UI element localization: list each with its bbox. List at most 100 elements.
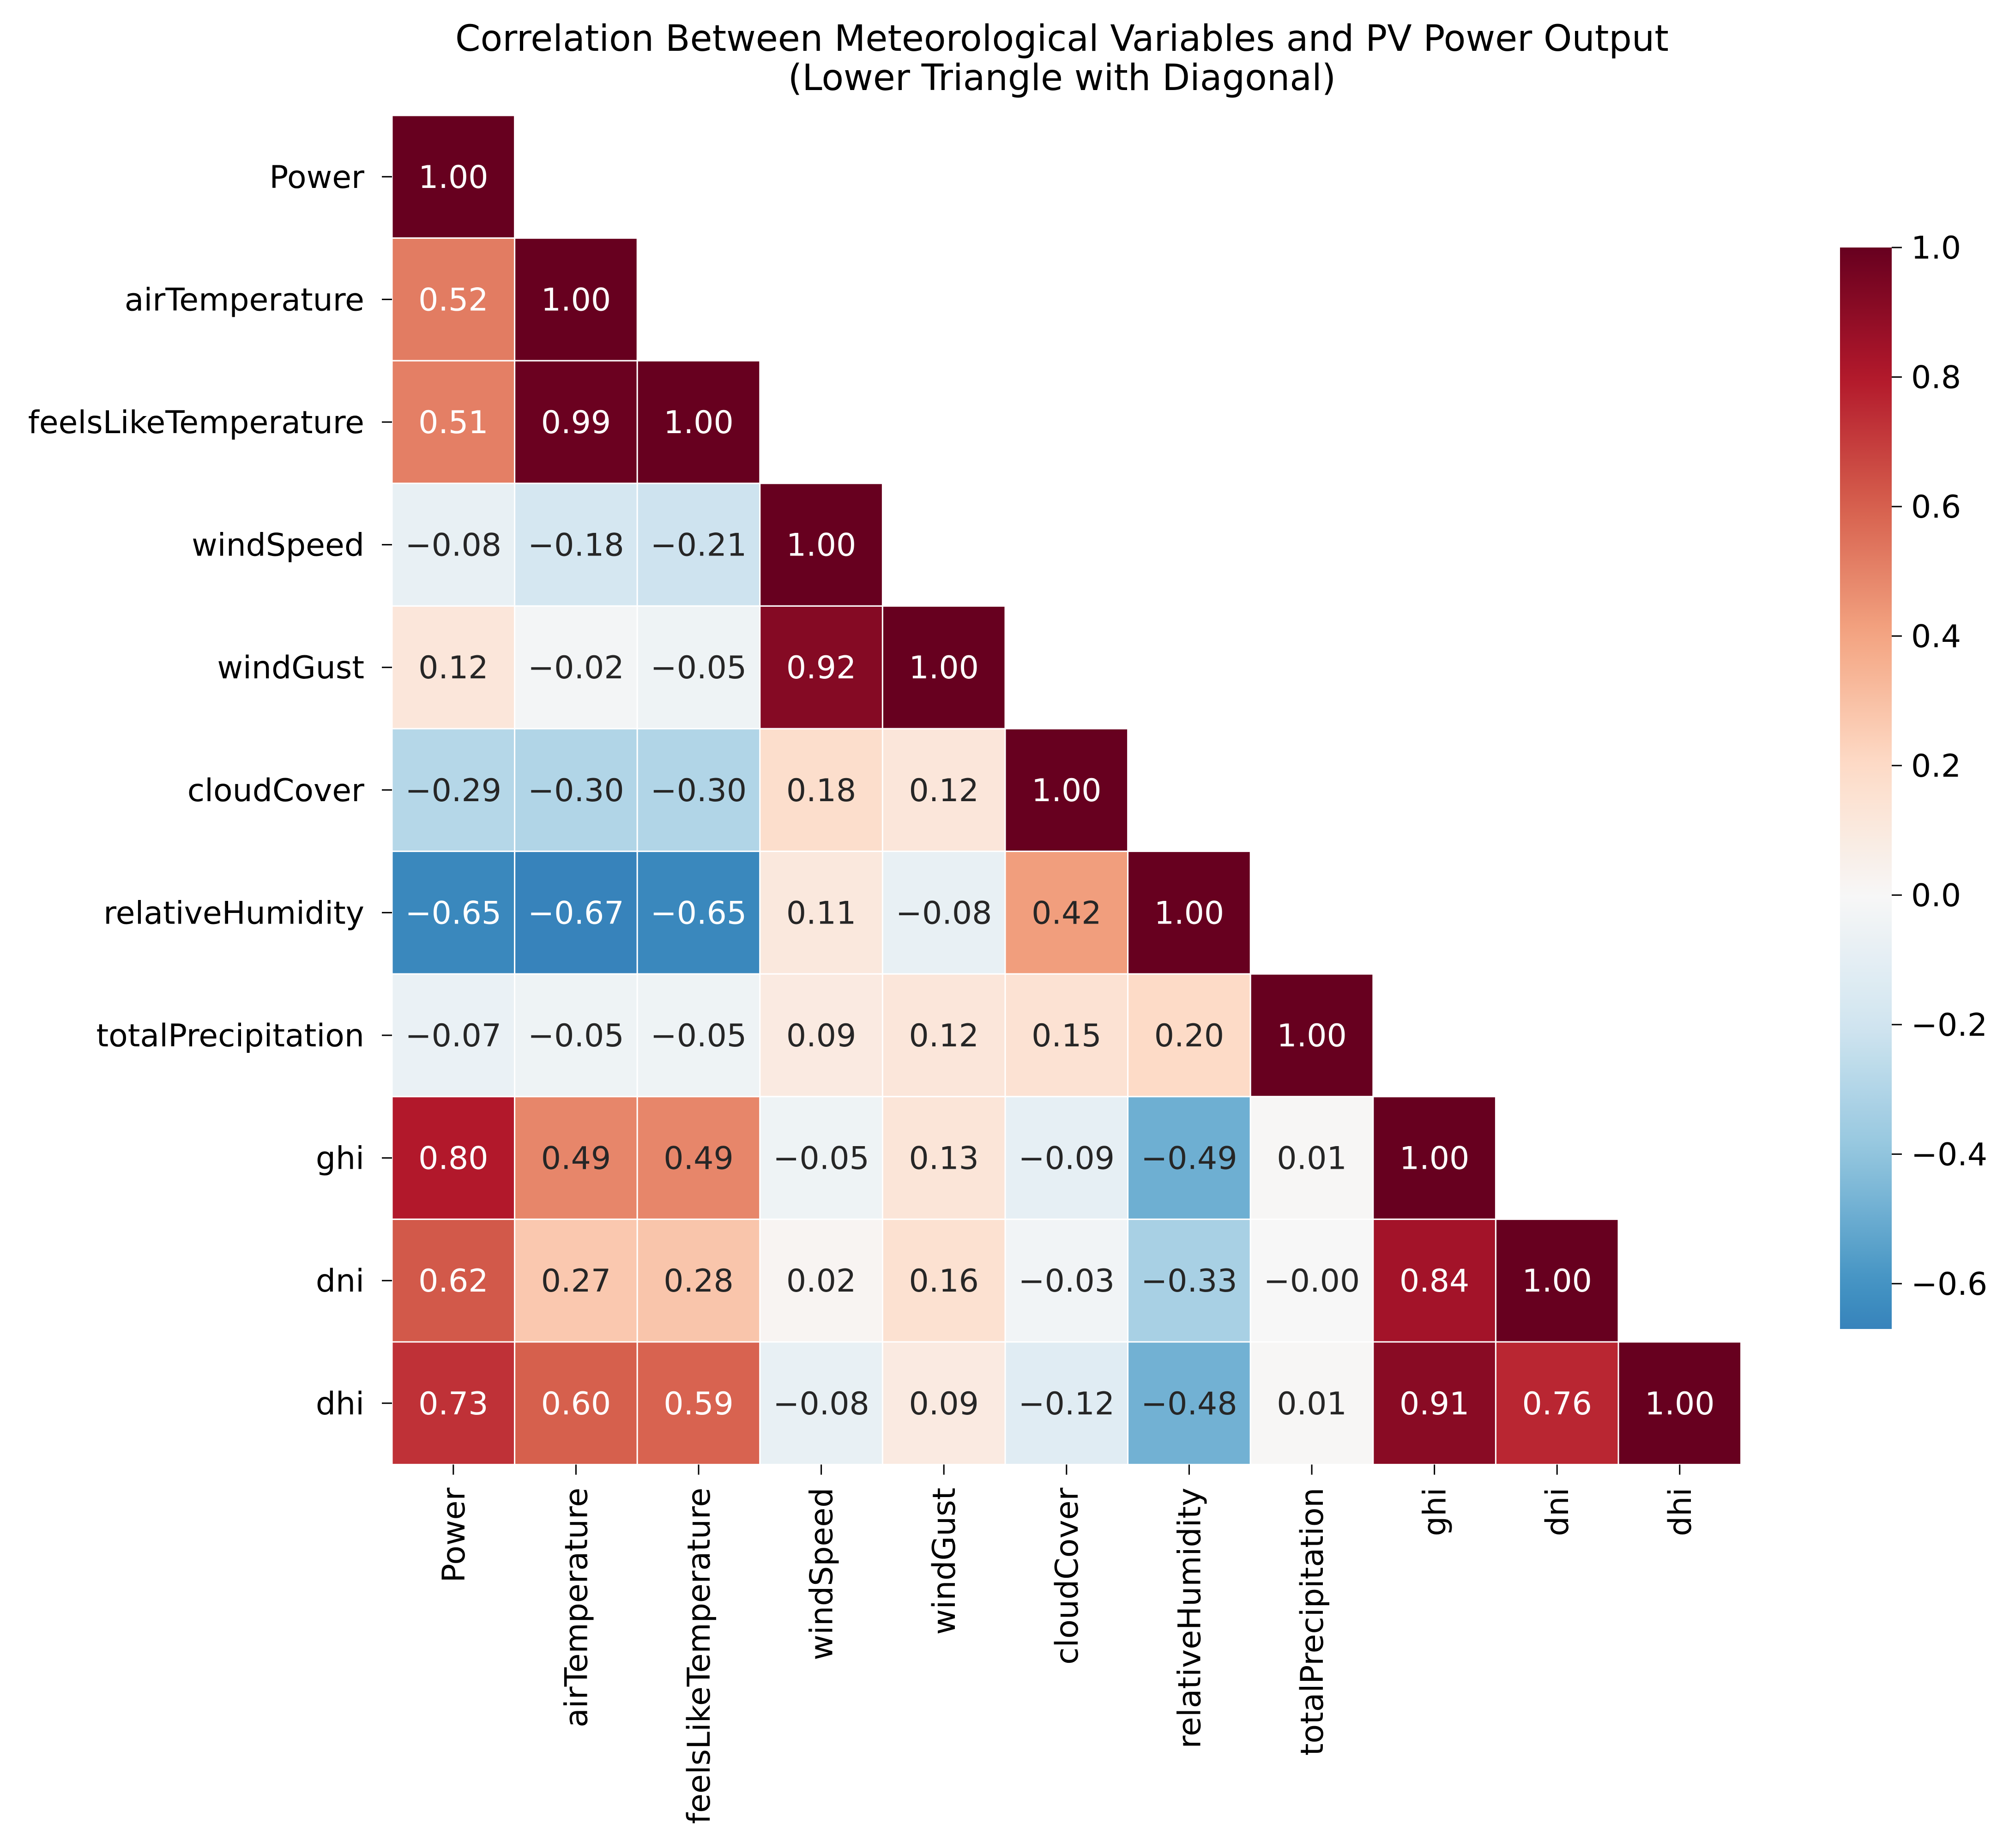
x-tick-label-windGust: windGust bbox=[926, 1488, 963, 1635]
colorbar-tick-label: 0.2 bbox=[1911, 748, 1961, 785]
heatmap-cell-cloudCover-airTemperature bbox=[514, 728, 638, 852]
cell-value-relativeHumidity-windGust: −0.08 bbox=[896, 895, 992, 931]
cell-value-dni-Power: 0.62 bbox=[418, 1263, 488, 1299]
heatmap-cell-relativeHumidity-Power bbox=[391, 851, 516, 975]
cell-value-dhi-dni: 0.76 bbox=[1522, 1386, 1592, 1422]
cell-value-ghi-ghi: 1.00 bbox=[1400, 1141, 1469, 1177]
colorbar-tick-label: −0.2 bbox=[1911, 1007, 1987, 1044]
cell-value-relativeHumidity-airTemperature: −0.67 bbox=[528, 895, 624, 931]
y-tick-label-relativeHumidity: relativeHumidity bbox=[103, 895, 364, 931]
cell-value-relativeHumidity-feelsLikeTemperature: −0.65 bbox=[651, 895, 747, 931]
cell-value-windGust-airTemperature: −0.02 bbox=[528, 650, 624, 686]
heatmap-cell-dhi-airTemperature bbox=[514, 1341, 638, 1466]
heatmap-cell-dni-Power bbox=[391, 1218, 516, 1343]
y-tick-label-dni: dni bbox=[316, 1263, 364, 1299]
cell-value-dhi-totalPrecipitation: 0.01 bbox=[1277, 1386, 1346, 1422]
cell-value-windSpeed-airTemperature: −0.18 bbox=[528, 527, 624, 564]
cell-value-totalPrecipitation-windSpeed: 0.09 bbox=[786, 1018, 856, 1054]
cell-value-cloudCover-feelsLikeTemperature: −0.30 bbox=[651, 773, 747, 809]
cell-value-relativeHumidity-windSpeed: 0.11 bbox=[786, 895, 856, 931]
cell-value-totalPrecipitation-totalPrecipitation: 1.00 bbox=[1277, 1018, 1346, 1054]
colorbar-tick-label: 0.4 bbox=[1911, 618, 1961, 655]
heatmap-cell-feelsLikeTemperature-Power bbox=[391, 360, 516, 484]
chart-subtitle: (Lower Triangle with Diagonal) bbox=[788, 57, 1336, 99]
y-tick-label-ghi: ghi bbox=[316, 1141, 364, 1177]
colorbar: 1.0 0.8 0.6 0.4 0.2 0.0 −0.2 −0.4 −0.6 bbox=[1840, 230, 1987, 1329]
cell-value-dni-ghi: 0.84 bbox=[1400, 1263, 1469, 1299]
cell-value-cloudCover-windGust: 0.12 bbox=[909, 773, 978, 809]
cell-value-windGust-windSpeed: 0.92 bbox=[786, 650, 856, 686]
colorbar-tick-label: 0.8 bbox=[1911, 359, 1961, 396]
x-tick-label-windSpeed: windSpeed bbox=[804, 1488, 840, 1661]
cell-value-totalPrecipitation-Power: −0.07 bbox=[405, 1018, 501, 1054]
cell-value-relativeHumidity-cloudCover: 0.42 bbox=[1032, 895, 1101, 931]
x-tick-label-airTemperature: airTemperature bbox=[558, 1488, 595, 1727]
cell-value-dhi-airTemperature: 0.60 bbox=[541, 1386, 611, 1422]
cell-value-dhi-dhi: 1.00 bbox=[1645, 1386, 1714, 1422]
heatmap-cell-dni-windGust bbox=[881, 1218, 1006, 1343]
cell-value-cloudCover-Power: −0.29 bbox=[405, 773, 501, 809]
y-tick-label-dhi: dhi bbox=[316, 1386, 364, 1422]
heatmap-cell-dni-cloudCover bbox=[1004, 1218, 1129, 1343]
heatmap-cell-ghi-airTemperature bbox=[514, 1096, 638, 1220]
cell-value-totalPrecipitation-airTemperature: −0.05 bbox=[528, 1018, 624, 1054]
heatmap-cell-windGust-feelsLikeTemperature bbox=[636, 605, 761, 730]
heatmap-cell-cloudCover-feelsLikeTemperature bbox=[636, 728, 761, 852]
heatmap-cell-dhi-dhi bbox=[1617, 1341, 1742, 1466]
x-axis-tick-labels: Power airTemperature feelsLikeTemperature w… bbox=[436, 1464, 1699, 1824]
cell-value-dni-cloudCover: −0.03 bbox=[1019, 1263, 1115, 1299]
cell-value-dhi-feelsLikeTemperature: 0.59 bbox=[664, 1386, 733, 1422]
y-tick-label-totalPrecipitation: totalPrecipitation bbox=[96, 1018, 364, 1054]
heatmap-cell-dhi-windSpeed bbox=[759, 1341, 883, 1466]
cell-value-relativeHumidity-Power: −0.65 bbox=[405, 895, 501, 931]
cell-value-windSpeed-Power: −0.08 bbox=[405, 527, 501, 564]
colorbar-tick-label: 1.0 bbox=[1911, 230, 1961, 266]
x-tick-label-Power: Power bbox=[436, 1488, 472, 1583]
x-tick-label-dhi: dhi bbox=[1662, 1488, 1699, 1536]
cell-value-dhi-ghi: 0.91 bbox=[1400, 1386, 1469, 1422]
heatmap-cell-ghi-feelsLikeTemperature bbox=[636, 1096, 761, 1220]
cell-value-windSpeed-windSpeed: 1.00 bbox=[786, 527, 856, 564]
cell-value-dni-feelsLikeTemperature: 0.28 bbox=[664, 1263, 733, 1299]
cell-value-totalPrecipitation-relativeHumidity: 0.20 bbox=[1154, 1018, 1224, 1054]
y-axis-tick-labels: Power airTemperature feelsLikeTemperature w… bbox=[28, 159, 392, 1422]
cell-value-dni-airTemperature: 0.27 bbox=[541, 1263, 611, 1299]
heatmap-cell-relativeHumidity-airTemperature bbox=[514, 851, 638, 975]
heatmap-cell-dni-totalPrecipitation bbox=[1249, 1218, 1374, 1343]
heatmap-cell-airTemperature-airTemperature bbox=[514, 237, 638, 362]
heatmap-cell-windGust-airTemperature bbox=[514, 605, 638, 730]
heatmap-cell-airTemperature-Power bbox=[391, 237, 516, 362]
heatmap-cell-dni-dni bbox=[1495, 1218, 1619, 1343]
cell-value-airTemperature-Power: 0.52 bbox=[418, 282, 488, 318]
cell-value-windGust-windGust: 1.00 bbox=[909, 650, 978, 686]
colorbar-tick-label: −0.4 bbox=[1911, 1136, 1987, 1173]
heatmap-cell-dni-airTemperature bbox=[514, 1218, 638, 1343]
cell-value-dhi-windSpeed: −0.08 bbox=[773, 1386, 869, 1422]
heatmap-cell-windGust-windGust bbox=[881, 605, 1006, 730]
x-tick-label-relativeHumidity: relativeHumidity bbox=[1171, 1488, 1208, 1749]
heatmap-cell-dhi-cloudCover bbox=[1004, 1341, 1129, 1466]
heatmap-cell-ghi-windSpeed bbox=[759, 1096, 883, 1220]
cell-value-dhi-cloudCover: −0.12 bbox=[1019, 1386, 1115, 1422]
heatmap-cell-cloudCover-windGust bbox=[881, 728, 1006, 852]
heatmap-cell-dni-windSpeed bbox=[759, 1218, 883, 1343]
heatmap-cell-relativeHumidity-windSpeed bbox=[759, 851, 883, 975]
heatmap-cell-relativeHumidity-cloudCover bbox=[1004, 851, 1129, 975]
y-tick-label-Power: Power bbox=[269, 159, 364, 196]
cell-value-totalPrecipitation-windGust: 0.12 bbox=[909, 1018, 978, 1054]
cell-value-ghi-windSpeed: −0.05 bbox=[773, 1141, 869, 1177]
heatmap-cell-ghi-Power bbox=[391, 1096, 516, 1220]
cell-value-dni-relativeHumidity: −0.33 bbox=[1141, 1263, 1237, 1299]
cell-value-airTemperature-airTemperature: 1.00 bbox=[541, 282, 611, 318]
cell-value-ghi-totalPrecipitation: 0.01 bbox=[1277, 1141, 1346, 1177]
cell-value-windGust-Power: 0.12 bbox=[418, 650, 488, 686]
heatmap-cell-Power-Power bbox=[391, 115, 516, 239]
cell-value-ghi-cloudCover: −0.09 bbox=[1019, 1141, 1115, 1177]
cell-value-feelsLikeTemperature-feelsLikeTemperature: 1.00 bbox=[664, 405, 733, 441]
cell-value-dni-dni: 1.00 bbox=[1522, 1263, 1592, 1299]
cell-value-dhi-relativeHumidity: −0.48 bbox=[1141, 1386, 1237, 1422]
cell-value-Power-Power: 1.00 bbox=[418, 159, 488, 196]
x-tick-label-totalPrecipitation: totalPrecipitation bbox=[1294, 1488, 1331, 1756]
cell-value-cloudCover-windSpeed: 0.18 bbox=[786, 773, 856, 809]
